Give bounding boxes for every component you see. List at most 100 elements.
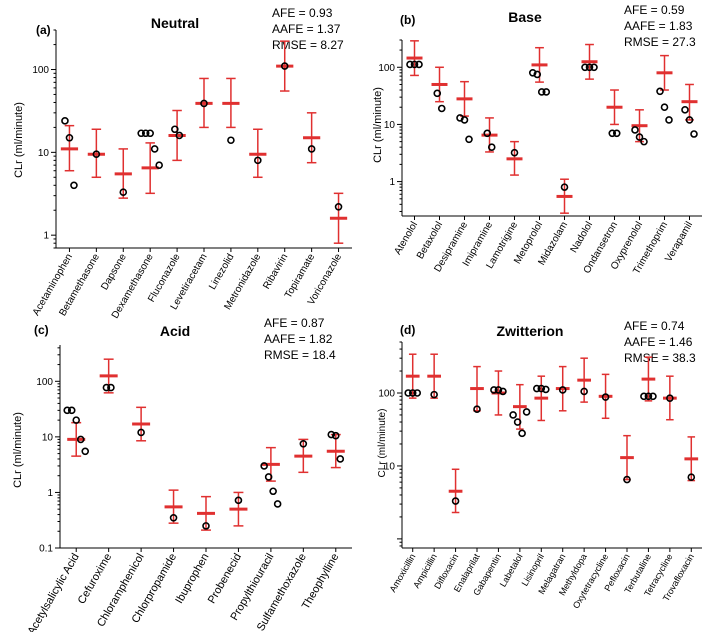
observed-point	[81, 447, 90, 456]
observed-point	[640, 137, 648, 146]
panel-zwitterion: (d) Zwitterion AFE = 0.74 AAFE = 1.46 RM…	[377, 319, 702, 610]
observed-point	[336, 455, 345, 463]
y-tick-label: 10	[42, 432, 54, 443]
observed-point	[260, 462, 268, 470]
observed-point	[299, 440, 308, 448]
observed-point	[631, 126, 639, 134]
observed-point	[171, 125, 179, 134]
plot-area: 110100AcetaminophenBetamethasoneDapsoneD…	[31, 29, 352, 321]
y-axis-label: CLr (ml/minute)	[12, 412, 24, 488]
observed-point	[460, 116, 469, 124]
x-tick-label: Nadolol	[569, 220, 595, 255]
observed-point	[656, 87, 664, 96]
observed-point	[410, 60, 419, 69]
observed-point	[72, 416, 81, 424]
observed-point	[146, 129, 154, 138]
stat-aafe: AAFE = 1.83	[624, 19, 693, 33]
observed-point	[254, 156, 262, 165]
stat-afe: AFE = 0.93	[272, 6, 333, 20]
observed-point	[264, 473, 273, 481]
observed-point	[65, 133, 74, 142]
observed-point	[483, 129, 492, 138]
panel-label: (d)	[400, 323, 415, 337]
y-tick-label: 1	[47, 488, 53, 499]
observed-point	[331, 431, 340, 440]
stat-afe: AFE = 0.74	[624, 319, 685, 333]
x-tick-label: Amoxicillin	[388, 552, 418, 594]
y-axis-label: CLr (ml/minute)	[377, 409, 388, 478]
panel-label: (b)	[400, 13, 415, 27]
panel-base: (b) Base AFE = 0.59 AAFE = 1.83 RMSE = 2…	[372, 3, 702, 276]
stat-afe: AFE = 0.87	[264, 316, 325, 330]
y-tick-label: 10	[38, 148, 50, 159]
x-tick-label: Dapsone	[99, 252, 129, 293]
observed-point	[612, 129, 621, 138]
observed-point	[590, 63, 598, 72]
observed-point	[280, 62, 289, 70]
observed-point	[533, 70, 542, 79]
observed-point	[92, 150, 101, 158]
observed-point	[660, 103, 669, 112]
observed-point	[327, 430, 336, 439]
observed-point	[70, 181, 78, 190]
observed-point	[537, 88, 546, 96]
observed-point	[150, 145, 159, 153]
observed-point	[334, 203, 343, 211]
observed-point	[560, 183, 569, 191]
observed-point	[601, 393, 610, 401]
observed-point	[269, 487, 277, 496]
observed-point	[580, 387, 588, 396]
observed-point	[532, 384, 541, 393]
plot-area: 10100AmoxicillinAmpicillinDifloxacinEnal…	[378, 341, 702, 610]
observed-point	[119, 188, 128, 197]
observed-point	[169, 513, 178, 522]
observed-point	[76, 435, 85, 444]
observed-point	[406, 60, 414, 69]
stat-rmse: RMSE = 18.4	[264, 348, 336, 362]
observed-point	[666, 394, 674, 402]
stat-rmse: RMSE = 38.3	[624, 351, 696, 365]
observed-point	[541, 385, 550, 394]
stat-aafe: AAFE = 1.37	[272, 22, 341, 36]
y-axis-label: CLr (ml/minute)	[372, 87, 384, 163]
observed-point	[490, 386, 498, 394]
y-tick-label: 1	[389, 177, 395, 188]
x-tick-label: Atenolol	[393, 220, 421, 257]
panel-label: (c)	[34, 323, 49, 337]
observed-point	[273, 500, 282, 508]
observed-point	[465, 135, 473, 144]
chart-title: Zwitterion	[497, 323, 564, 339]
observed-point	[522, 408, 531, 416]
chart-title: Neutral	[151, 15, 199, 31]
observed-point	[687, 473, 696, 482]
observed-point	[581, 63, 589, 72]
observed-point	[513, 418, 522, 426]
stat-rmse: RMSE = 8.27	[272, 38, 344, 52]
plot-area: 110100AtenololBetaxololDesipramineImipra…	[378, 39, 702, 276]
observed-point	[542, 88, 551, 96]
observed-point	[102, 383, 111, 392]
y-tick-label: 100	[36, 377, 53, 388]
stat-rmse: RMSE = 27.3	[624, 35, 696, 49]
panel-label: (a)	[36, 23, 51, 37]
observed-point	[137, 129, 145, 138]
observed-point	[665, 116, 673, 124]
observed-point	[200, 99, 208, 108]
observed-point	[509, 411, 517, 419]
y-tick-label: 1	[43, 231, 49, 242]
y-tick-label: 0.1	[39, 544, 53, 555]
stat-aafe: AAFE = 1.82	[264, 332, 333, 346]
observed-point	[437, 104, 446, 113]
observed-point	[690, 130, 698, 138]
observed-point	[234, 496, 243, 505]
observed-point	[537, 384, 546, 393]
chart-title: Base	[508, 9, 542, 25]
y-tick-label: 10	[384, 120, 396, 131]
observed-point	[585, 63, 594, 72]
observed-point	[413, 389, 422, 397]
observed-point	[558, 386, 567, 394]
observed-point	[528, 69, 537, 77]
observed-point	[227, 136, 235, 145]
